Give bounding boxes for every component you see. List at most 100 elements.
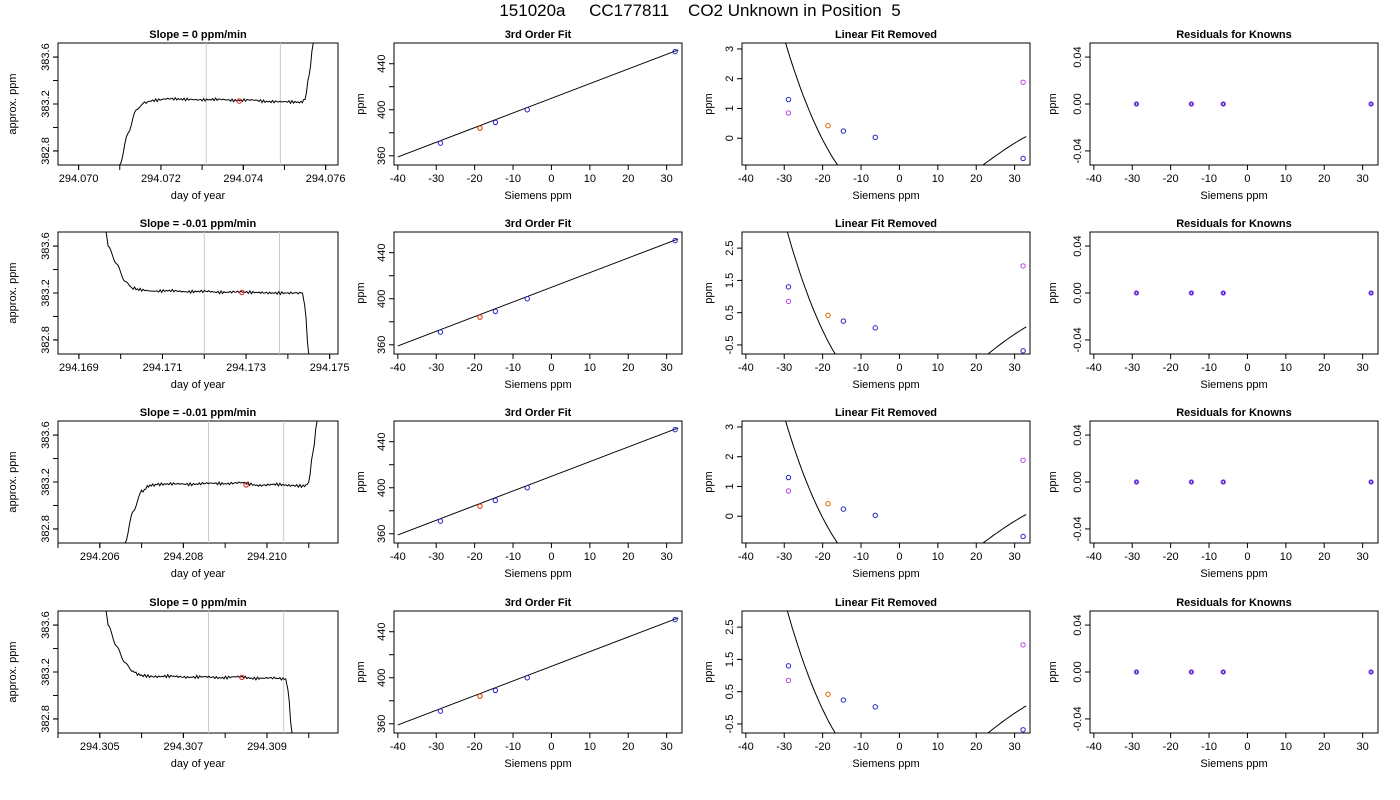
data-point — [785, 474, 792, 481]
data-point — [1020, 348, 1026, 354]
panel-title: Linear Fit Removed — [835, 218, 937, 230]
y-tick-label: 0.00 — [1072, 282, 1084, 303]
x-tick-label: 294.305 — [80, 741, 120, 753]
y-tick-label: 360 — [376, 525, 388, 543]
data-point — [524, 296, 530, 302]
data-point — [437, 518, 444, 524]
figure-title: 151020a CC177811 CO2 Unknown in Position… — [499, 1, 901, 20]
x-axis-label: day of year — [171, 190, 226, 202]
x-tick-label: -40 — [1086, 173, 1102, 185]
x-tick-label: -20 — [815, 741, 831, 753]
residual-point — [1368, 290, 1374, 296]
reference-point — [785, 488, 792, 494]
y-tick-label: -0.5 — [724, 335, 736, 354]
y-tick-label: 400 — [376, 101, 388, 119]
data-point — [477, 125, 483, 131]
x-tick-label: -30 — [776, 173, 792, 185]
plot-frame — [57, 610, 339, 734]
panel-title: 3rd Order Fit — [505, 218, 572, 230]
x-tick-label: 30 — [1009, 173, 1021, 185]
panel-trace-row-1: Slope = 0 ppm/min 294.070 294.072 294.074 29… — [7, 29, 346, 202]
data-point — [1020, 155, 1026, 162]
x-tick-label: 10 — [932, 173, 944, 185]
x-tick-label: -20 — [1163, 551, 1179, 563]
data-point — [785, 96, 792, 103]
panel-title: 3rd Order Fit — [505, 407, 572, 419]
panel-title: Linear Fit Removed — [835, 597, 937, 609]
residual-point-inner — [1134, 291, 1139, 295]
y-axis-label: approx. ppm — [7, 641, 19, 702]
residual-point-inner — [1369, 291, 1373, 295]
x-tick-label: 0 — [896, 551, 902, 563]
x-axis-label: Siemens ppm — [1200, 758, 1267, 770]
x-tick-label: 10 — [584, 173, 596, 185]
x-tick-label: 10 — [1280, 551, 1292, 563]
residual-point — [1220, 290, 1226, 296]
x-tick-label: 20 — [1318, 741, 1330, 753]
plot-frame — [1089, 610, 1379, 734]
y-tick-label: 440 — [376, 55, 388, 73]
plot-frame — [393, 42, 683, 166]
plot-frame — [393, 231, 683, 355]
panel-linear-row-4: Linear Fit Removed -40 -30 -20 -10 0 10 20 30 -0.… — [703, 597, 1031, 770]
x-tick-label: 30 — [1009, 741, 1021, 753]
plot-frame — [393, 420, 683, 544]
residual-point — [1133, 101, 1140, 107]
x-tick-label: -30 — [428, 362, 444, 374]
x-tick-label: 30 — [661, 173, 673, 185]
panel-residuals-row-4: Residuals for Knowns -40 -30 -20 -10 0 10 20 30 -… — [1047, 597, 1379, 770]
y-tick-label: 360 — [376, 715, 388, 733]
x-tick-label: -10 — [853, 173, 869, 185]
x-tick-label: -20 — [467, 362, 483, 374]
fit-curve — [786, 611, 1027, 733]
plot-frame — [393, 610, 683, 734]
y-tick-label: 400 — [376, 290, 388, 308]
residual-point-inner — [1221, 480, 1226, 484]
y-tick-label: 382.8 — [40, 137, 52, 165]
x-tick-label: -40 — [390, 551, 406, 563]
y-tick-label: 2 — [724, 454, 736, 460]
y-axis-label: ppm — [355, 471, 367, 492]
panel-trace-row-3: Slope = -0.01 ppm/min 294.206 294.208 294.2… — [7, 407, 339, 580]
y-tick-label: 1.5 — [724, 273, 736, 288]
x-axis-label: Siemens ppm — [852, 758, 919, 770]
plot-frame — [741, 420, 1031, 544]
sample-marker — [239, 674, 245, 680]
x-tick-label: -40 — [738, 173, 754, 185]
reference-point — [785, 298, 792, 305]
x-axis-label: Siemens ppm — [1200, 190, 1267, 202]
residual-point — [1220, 479, 1226, 485]
y-tick-label: 2.5 — [724, 240, 736, 255]
y-tick-label: 0.04 — [1072, 614, 1084, 635]
residual-point-inner — [1134, 480, 1139, 484]
y-tick-label: 0.5 — [724, 684, 736, 699]
data-point — [840, 318, 847, 324]
data-point — [840, 506, 847, 512]
x-tick-label: 0 — [1244, 362, 1250, 374]
residual-point — [1133, 290, 1140, 296]
x-tick-label: -10 — [1201, 741, 1217, 753]
data-point — [672, 616, 678, 623]
x-tick-label: 30 — [1357, 551, 1369, 563]
x-tick-label: -20 — [1163, 362, 1179, 374]
y-axis-label: ppm — [703, 661, 715, 682]
y-tick-label: 2.5 — [724, 619, 736, 634]
x-tick-label: 10 — [932, 741, 944, 753]
panel-title: Slope = -0.01 ppm/min — [140, 218, 257, 230]
plot-frame — [741, 42, 1031, 166]
x-tick-label: 294.307 — [163, 741, 203, 753]
y-axis-label: ppm — [1047, 471, 1059, 492]
data-point — [437, 140, 444, 146]
x-tick-label: 20 — [622, 362, 634, 374]
y-axis-label: approx. ppm — [7, 451, 19, 512]
data-point — [492, 687, 499, 694]
sample-marker — [236, 98, 242, 104]
x-tick-label: -20 — [815, 551, 831, 563]
x-tick-label: 0 — [1244, 741, 1250, 753]
x-tick-label: 294.206 — [80, 551, 120, 563]
data-point — [672, 426, 678, 433]
plot-area — [785, 611, 1027, 733]
reference-point — [785, 110, 792, 116]
x-tick-label: -40 — [390, 173, 406, 185]
x-tick-label: 20 — [622, 741, 634, 753]
